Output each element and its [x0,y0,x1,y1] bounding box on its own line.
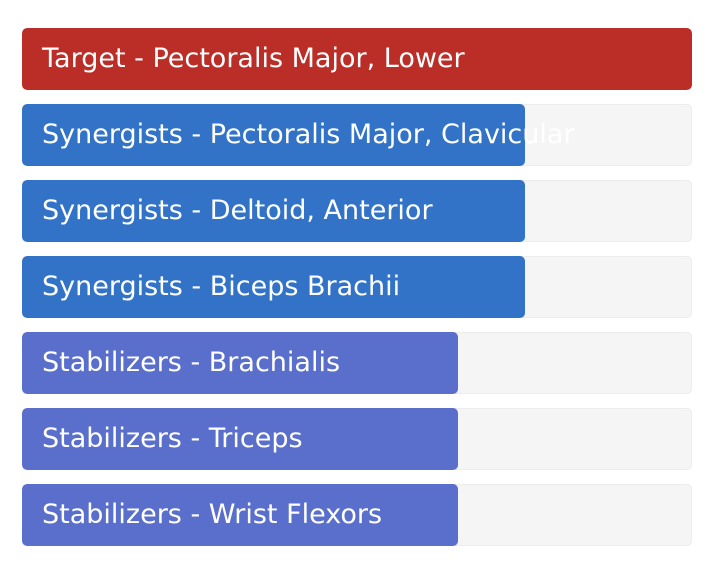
muscle-row-synergist-deltoid-anterior: Synergists - Deltoid, Anterior [22,180,692,242]
muscle-label: Target - Pectoralis Major, Lower [42,43,465,74]
muscle-row-stabilizer-triceps: Stabilizers - Triceps [22,408,692,470]
muscle-bar-fill [22,332,458,394]
muscle-label: Synergists - Deltoid, Anterior [42,195,433,226]
muscle-bar-fill [22,180,525,242]
muscle-bar-fill [22,28,692,90]
muscle-row-target-pectoralis-lower: Target - Pectoralis Major, Lower [22,28,692,90]
muscle-bar-fill [22,484,458,546]
muscle-row-stabilizer-wrist-flexors: Stabilizers - Wrist Flexors [22,484,692,546]
muscle-label: Stabilizers - Wrist Flexors [42,499,383,530]
muscle-bar-fill [22,408,458,470]
muscle-row-stabilizer-brachialis: Stabilizers - Brachialis [22,332,692,394]
muscle-label: Synergists - Pectoralis Major, Clavicula… [42,119,575,150]
muscle-row-synergist-pectoralis-clavicular: Synergists - Pectoralis Major, Clavicula… [22,104,692,166]
muscle-bar-fill [22,256,525,318]
muscle-label: Stabilizers - Brachialis [42,347,341,378]
muscle-bar-fill [22,104,525,166]
muscle-label: Synergists - Biceps Brachii [42,271,401,302]
muscle-label: Stabilizers - Triceps [42,423,303,454]
muscle-row-synergist-biceps-brachii: Synergists - Biceps Brachii [22,256,692,318]
